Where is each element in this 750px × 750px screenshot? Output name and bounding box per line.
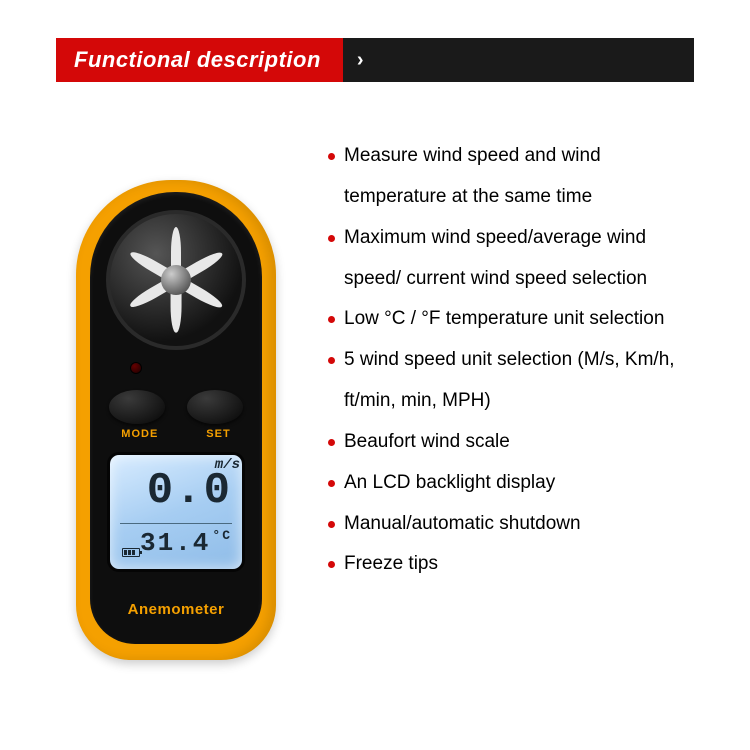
device-column: MODE SET m/s 0.0 31.4°C Ane [56, 130, 296, 710]
lcd-temp-value: 31.4 [140, 528, 210, 558]
fan-icon [110, 214, 242, 346]
header-title-block: Functional description [56, 38, 343, 82]
device-label: Anemometer [128, 601, 225, 618]
features-list: Measure wind speed and wind temperature … [328, 136, 694, 585]
list-item: Maximum wind speed/average wind speed/ c… [328, 218, 694, 300]
list-item: Low °C / °F temperature unit selection [328, 299, 694, 340]
mode-label: MODE [121, 428, 158, 440]
device-inner: MODE SET m/s 0.0 31.4°C Ane [90, 192, 262, 644]
led-indicator-icon [130, 362, 142, 374]
chevron-right-icon: › [357, 49, 364, 72]
set-button[interactable] [187, 390, 243, 424]
list-item: Manual/automatic shutdown [328, 504, 694, 545]
button-labels: MODE SET [121, 428, 230, 440]
list-item: 5 wind speed unit selection (M/s, Km/h, … [328, 340, 694, 422]
content-row: MODE SET m/s 0.0 31.4°C Ane [56, 130, 694, 710]
button-row [109, 390, 243, 424]
battery-icon [122, 548, 140, 557]
mode-button[interactable] [109, 390, 165, 424]
device-shell: MODE SET m/s 0.0 31.4°C Ane [76, 180, 276, 660]
lcd-display: m/s 0.0 31.4°C [107, 452, 245, 572]
list-item: Beaufort wind scale [328, 422, 694, 463]
anemometer-device: MODE SET m/s 0.0 31.4°C Ane [76, 180, 276, 660]
lcd-main-value: 0.0 [120, 469, 232, 513]
header-title: Functional description [74, 47, 321, 73]
header-bar: Functional description › [56, 38, 694, 82]
features-column: Measure wind speed and wind temperature … [296, 130, 694, 710]
list-item: Freeze tips [328, 544, 694, 585]
set-label: SET [206, 428, 230, 440]
list-item: Measure wind speed and wind temperature … [328, 136, 694, 218]
list-item: An LCD backlight display [328, 463, 694, 504]
lcd-temp-unit: °C [212, 528, 232, 543]
fan-housing [106, 210, 246, 350]
